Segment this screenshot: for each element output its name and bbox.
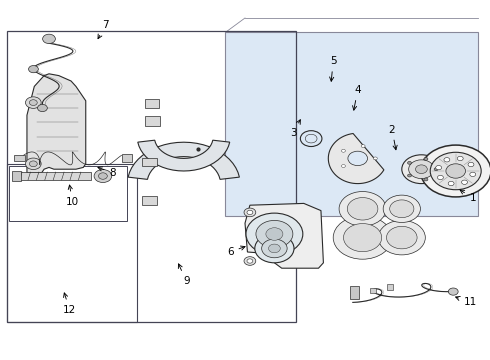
Bar: [350, 286, 359, 299]
Text: 7: 7: [98, 20, 109, 39]
Circle shape: [28, 66, 38, 73]
Bar: [387, 284, 393, 290]
Circle shape: [408, 161, 412, 164]
Circle shape: [244, 257, 256, 265]
Circle shape: [262, 239, 287, 258]
Bar: [7, 164, 137, 322]
Circle shape: [25, 97, 41, 108]
Text: 4: 4: [352, 85, 361, 110]
Text: 9: 9: [178, 264, 190, 286]
Bar: [142, 158, 157, 166]
Circle shape: [402, 155, 441, 184]
Bar: [15, 172, 91, 180]
Circle shape: [387, 226, 417, 249]
Bar: [225, 32, 478, 216]
Circle shape: [29, 100, 37, 105]
Circle shape: [434, 168, 438, 171]
Circle shape: [457, 156, 463, 161]
Circle shape: [468, 162, 474, 167]
Circle shape: [342, 149, 345, 152]
Polygon shape: [245, 203, 323, 268]
Circle shape: [383, 195, 420, 222]
Circle shape: [246, 213, 303, 255]
Text: 8: 8: [98, 167, 116, 178]
Circle shape: [390, 200, 414, 218]
Bar: [370, 288, 376, 293]
Circle shape: [462, 180, 467, 184]
Circle shape: [348, 151, 368, 166]
Circle shape: [266, 228, 283, 240]
Polygon shape: [328, 134, 384, 184]
Circle shape: [333, 216, 392, 259]
Circle shape: [446, 164, 466, 178]
Bar: [142, 196, 157, 205]
Circle shape: [269, 244, 280, 253]
Circle shape: [430, 152, 481, 190]
Circle shape: [342, 165, 345, 167]
Bar: [122, 154, 132, 162]
Circle shape: [424, 157, 428, 160]
Circle shape: [347, 198, 378, 220]
Text: 5: 5: [330, 56, 337, 81]
Text: 3: 3: [290, 120, 300, 138]
Circle shape: [444, 158, 450, 162]
Circle shape: [38, 104, 48, 112]
Circle shape: [448, 181, 454, 186]
Text: 2: 2: [389, 125, 397, 150]
Circle shape: [361, 145, 365, 148]
Bar: [12, 171, 21, 181]
Circle shape: [409, 160, 434, 179]
Circle shape: [343, 224, 382, 252]
Circle shape: [448, 288, 458, 295]
Circle shape: [255, 234, 294, 263]
Circle shape: [408, 174, 412, 177]
Circle shape: [436, 166, 441, 170]
Circle shape: [98, 173, 107, 179]
Polygon shape: [128, 142, 240, 179]
Circle shape: [470, 172, 476, 176]
Bar: [9, 166, 127, 221]
Circle shape: [43, 34, 55, 44]
Text: 11: 11: [456, 297, 477, 307]
Circle shape: [424, 178, 428, 181]
Circle shape: [25, 158, 41, 170]
Circle shape: [244, 208, 256, 217]
Circle shape: [420, 145, 490, 197]
Circle shape: [378, 220, 425, 255]
Circle shape: [339, 192, 386, 226]
Circle shape: [256, 220, 293, 248]
Text: 6: 6: [227, 246, 245, 257]
Bar: [7, 31, 296, 322]
Text: 1: 1: [460, 190, 476, 203]
Circle shape: [247, 210, 253, 215]
Polygon shape: [27, 74, 86, 173]
Circle shape: [373, 157, 377, 160]
Circle shape: [438, 175, 443, 180]
Circle shape: [94, 170, 112, 183]
Text: 12: 12: [63, 293, 76, 315]
Circle shape: [416, 165, 427, 174]
Bar: [145, 116, 160, 126]
Circle shape: [247, 259, 253, 263]
Bar: [14, 155, 24, 161]
Text: 10: 10: [66, 185, 79, 207]
Polygon shape: [138, 140, 230, 171]
Bar: [145, 99, 159, 108]
Circle shape: [29, 161, 37, 167]
